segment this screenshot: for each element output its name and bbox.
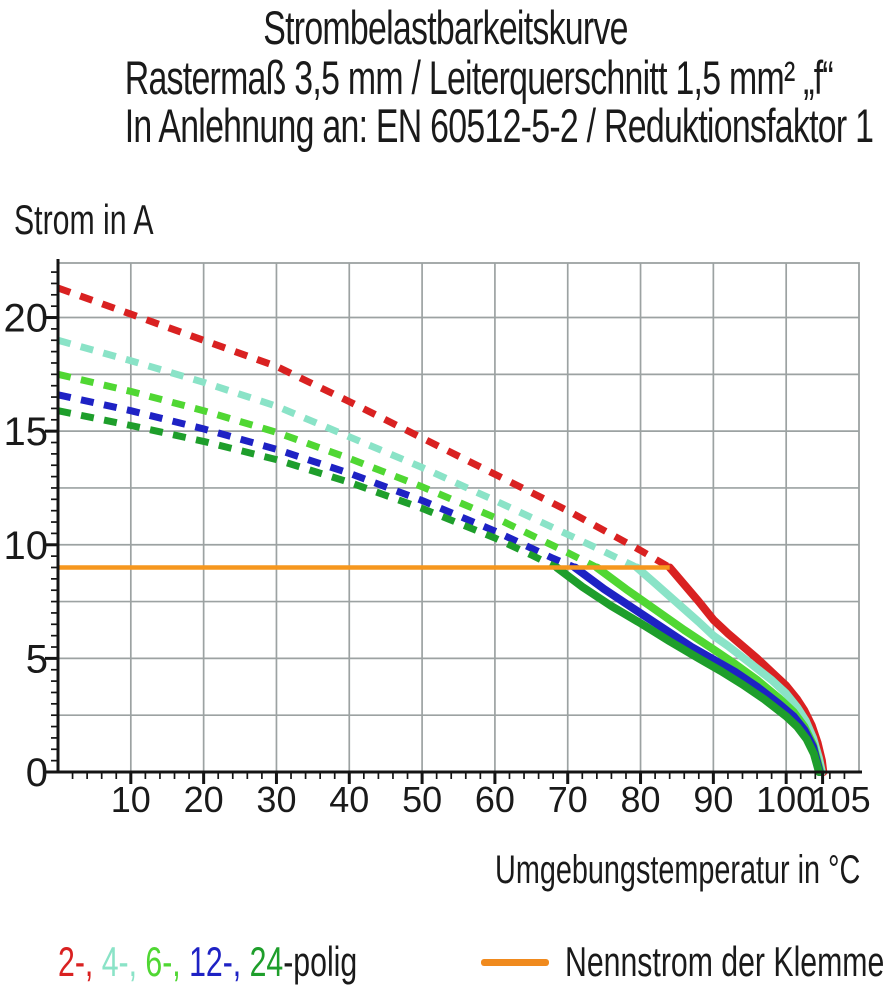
- x-tick-label: 10: [111, 779, 151, 820]
- legend-nominal-label: Nennstrom der Klemme: [565, 938, 885, 985]
- curve-24-polig-solid: [552, 563, 823, 776]
- y-tick-label: 15: [4, 410, 49, 454]
- curve-6-polig-dashed: [57, 370, 599, 571]
- legend-series: 2-, 4-, 6-, 12-, 24-polig: [58, 938, 357, 986]
- chart-title-line2: Rastermaß 3,5 mm / Leiterquerschnitt 1,5…: [124, 51, 834, 104]
- curve-2-polig-dashed: [56, 284, 672, 571]
- legend-series-suffix: -polig: [283, 938, 358, 985]
- legend-series-item-4-polig: 4-,: [101, 938, 146, 985]
- legend-series-item-2-polig: 2-,: [58, 938, 102, 985]
- legend-nominal: Nennstrom der Klemme: [481, 938, 891, 986]
- x-tick-label: 80: [621, 779, 661, 820]
- y-tick-label: 5: [26, 637, 48, 681]
- curve-12-polig-dashed: [57, 391, 577, 571]
- x-axis-title: Umgebungstemperatur in °C: [494, 848, 860, 892]
- curve-4-polig-dashed: [57, 336, 639, 571]
- curve-24-polig-dashed: [57, 407, 559, 571]
- chart-title-line3: In Anlehnung an: EN 60512-5-2 / Reduktio…: [124, 99, 874, 152]
- x-tick-label: 40: [329, 779, 369, 820]
- y-tick-label: 10: [4, 524, 49, 568]
- x-tick-label: 90: [693, 779, 733, 820]
- legend-series-item-12-polig: 12-,: [189, 938, 250, 985]
- x-tick-label: 105: [811, 779, 871, 820]
- y-axis-title: Strom in A: [14, 196, 154, 243]
- x-tick-label: 70: [548, 779, 588, 820]
- y-tick-label: 0: [26, 751, 48, 795]
- y-tick-label: 20: [4, 297, 49, 341]
- x-tick-label: 20: [184, 779, 224, 820]
- nominal-current-line-swatch: [481, 958, 549, 966]
- legend-series-item-24-polig: 24: [249, 938, 284, 985]
- x-tick-label: 60: [475, 779, 515, 820]
- x-tick-label: 50: [402, 779, 442, 820]
- chart-title-line1: Strombelastbarkeitskurve: [263, 1, 628, 54]
- x-tick-label: 100: [756, 779, 816, 820]
- plot-border: [57, 262, 860, 773]
- x-tick-label: 30: [256, 779, 296, 820]
- legend-series-item-6-polig: 6-,: [145, 938, 190, 985]
